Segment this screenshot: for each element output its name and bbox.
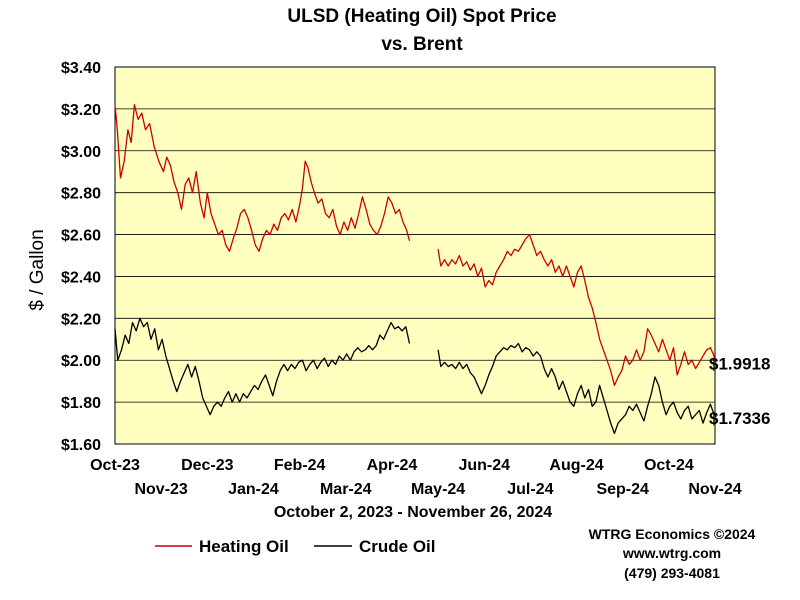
y-tick-label: $3.00 bbox=[61, 144, 101, 161]
x-tick-label: Feb-24 bbox=[274, 457, 326, 474]
x-tick-labels: Oct-23 Dec-23 Feb-24 Apr-24 Jun-24 Aug-24 Oct-… bbox=[90, 457, 742, 498]
x-tick-label: Aug-24 bbox=[549, 457, 603, 474]
x-tick-label: Nov-24 bbox=[688, 481, 741, 498]
x-tick-label: Dec-23 bbox=[181, 457, 234, 474]
x-tick-label: Jul-24 bbox=[507, 481, 553, 498]
series-line-heating-oil bbox=[114, 104, 411, 252]
date-range-label: October 2, 2023 - November 26, 2024 bbox=[274, 504, 552, 521]
chart-title-line-1: ULSD (Heating Oil) Spot Price bbox=[287, 6, 556, 27]
credit-phone: (479) 293-4081 bbox=[624, 565, 720, 581]
y-tick-label: $2.40 bbox=[61, 269, 101, 286]
y-tick-label: $3.20 bbox=[61, 102, 101, 119]
end-value-label-crude-oil: $1.7336 bbox=[709, 409, 770, 428]
credit-website: www.wtrg.com bbox=[622, 545, 721, 561]
x-tick-label: May-24 bbox=[411, 481, 465, 498]
x-tick-label: Sep-24 bbox=[596, 481, 649, 498]
credit-company: WTRG Economics ©2024 bbox=[589, 526, 756, 542]
legend-label-heating-oil: Heating Oil bbox=[199, 537, 289, 556]
gridlines bbox=[115, 108, 715, 403]
series-group bbox=[114, 104, 718, 435]
x-tick-label: Mar-24 bbox=[320, 481, 372, 498]
x-tick-label: Nov-23 bbox=[134, 481, 187, 498]
series-line-crude-oil bbox=[437, 342, 717, 435]
y-tick-label: $2.00 bbox=[61, 353, 101, 370]
y-tick-label: $1.80 bbox=[61, 395, 101, 412]
y-tick-label: $3.40 bbox=[61, 60, 101, 77]
x-tick-label: Apr-24 bbox=[367, 457, 418, 474]
x-tick-label: Jan-24 bbox=[228, 481, 279, 498]
x-tick-label: Jun-24 bbox=[458, 457, 510, 474]
x-tick-label: Oct-24 bbox=[644, 457, 694, 474]
series-line-crude-oil bbox=[114, 317, 411, 416]
y-tick-label: $1.60 bbox=[61, 437, 101, 454]
x-tick-label: Oct-23 bbox=[90, 457, 140, 474]
chart-title-line-2: vs. Brent bbox=[381, 34, 463, 55]
plot-area bbox=[114, 66, 716, 445]
y-axis-label: $ / Gallon bbox=[27, 229, 48, 310]
end-labels: $1.9918 $1.7336 bbox=[709, 354, 770, 427]
y-tick-labels: $3.40 $3.20 $3.00 $2.80 $2.60 $2.40 $2.20 $2.00… bbox=[61, 60, 101, 454]
y-tick-label: $2.80 bbox=[61, 186, 101, 203]
series-line-heating-oil bbox=[437, 233, 718, 387]
end-value-label-heating-oil: $1.9918 bbox=[709, 354, 770, 373]
legend-label-crude-oil: Crude Oil bbox=[359, 537, 436, 556]
y-tick-label: $2.60 bbox=[61, 228, 101, 245]
legend: Heating Oil Crude Oil bbox=[155, 537, 436, 556]
y-tick-label: $2.20 bbox=[61, 311, 101, 328]
